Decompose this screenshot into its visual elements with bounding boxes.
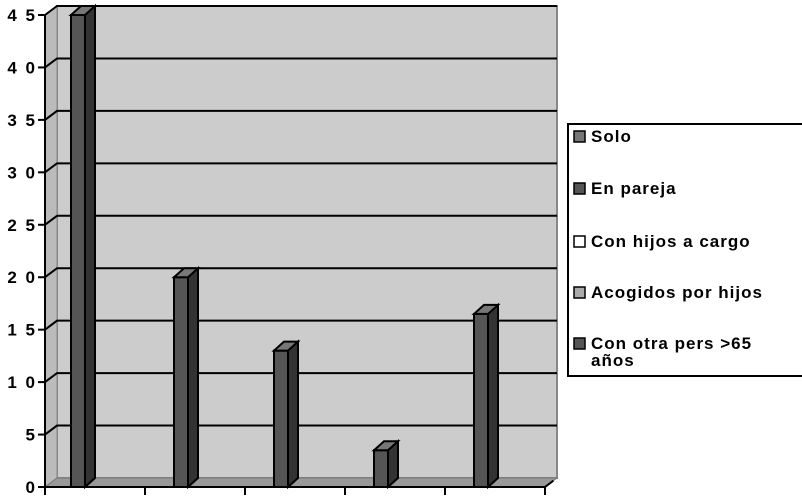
bar-top [471,303,501,315]
bar-front [273,349,289,488]
legend-swatch [573,286,586,299]
legend-box [567,123,802,377]
gridline [44,57,557,69]
legend-swatch [573,337,586,350]
legend-label: Solo [591,127,632,146]
bar-top [371,440,401,452]
bar [68,3,98,490]
gridline [44,424,557,436]
bar [271,339,301,490]
bar-top [271,340,301,352]
bar-front [173,276,189,488]
bar-top [68,5,98,16]
bar-front [473,312,489,488]
legend-swatch [573,182,586,195]
legend-label: Acogidos por hijos [591,283,763,302]
y-tick-label: 3 0 [7,163,37,182]
gridline [44,162,557,174]
legend-label: Con otra pers >65 años [591,334,752,370]
y-tick-label: 1 5 [7,321,37,340]
y-tick-label: 2 5 [7,216,37,235]
bar-front [70,14,86,488]
y-tick-label: 4 0 [7,58,37,77]
y-axis: 0 5 1 0 1 5 2 0 2 5 3 0 3 5 4 0 4 5 [7,6,46,497]
gridline [44,214,557,226]
y-tick-label: 3 5 [7,111,37,130]
bar-side [84,3,96,490]
x-axis-corner [544,479,555,488]
bar [171,265,201,490]
bar-front [373,449,389,488]
legend-label: En pareja [591,179,677,198]
bar [371,439,401,490]
plot-side-wall [44,5,58,488]
legend-label-line: Con otra pers >65 [591,334,752,353]
legend: Solo En pareja Con hijos a cargo Acogidos p… [567,123,802,377]
y-tick-label: 1 0 [7,373,37,392]
bar-top [171,267,201,279]
bars [68,3,501,490]
y-tick-label: 0 [26,478,37,497]
y-tick-label: 4 5 [7,6,37,25]
legend-swatch [573,130,586,143]
legend-label: Con hijos a cargo [591,232,751,251]
bar-side [187,265,199,490]
bar-side [487,302,499,490]
legend-label-line: años [591,351,635,370]
gridline [44,267,557,279]
bar [471,302,501,490]
bar-side [287,339,299,490]
y-tick-label: 5 [26,426,37,445]
gridline [44,109,557,121]
y-tick-label: 2 0 [7,268,37,287]
x-axis [44,479,555,495]
gridline [44,319,557,331]
legend-swatch [573,235,586,248]
gridline [44,5,557,16]
gridline [44,372,557,383]
